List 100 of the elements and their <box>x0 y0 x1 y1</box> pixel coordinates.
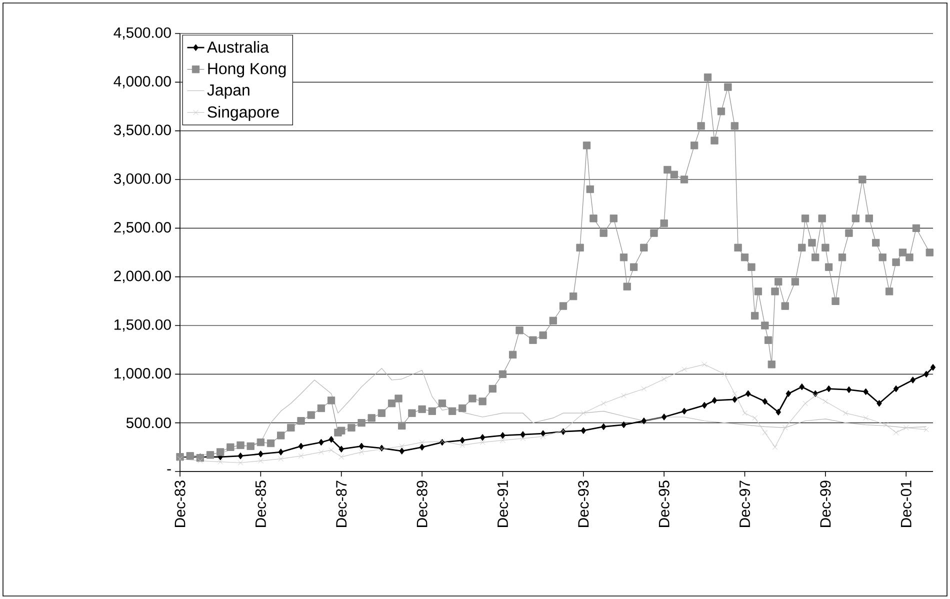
point <box>318 449 324 455</box>
point <box>732 396 738 403</box>
point <box>863 415 868 421</box>
point <box>621 421 626 428</box>
point <box>776 408 782 416</box>
point <box>328 447 334 453</box>
point <box>419 440 425 446</box>
point <box>318 438 324 446</box>
point <box>745 390 751 398</box>
point <box>786 390 792 398</box>
point <box>460 436 466 444</box>
legend-label: Australia <box>206 41 269 53</box>
legend-label: Hong Kong <box>208 63 286 78</box>
point <box>600 400 606 406</box>
point <box>682 408 687 415</box>
point <box>520 436 526 442</box>
point <box>520 431 526 438</box>
point <box>910 376 916 384</box>
point <box>338 446 344 453</box>
point <box>358 449 364 455</box>
point <box>399 448 405 454</box>
y-tick-label: 1,500.00 <box>114 319 171 332</box>
point <box>258 458 264 464</box>
point <box>742 410 748 416</box>
point <box>863 388 868 396</box>
y-tick-label: 2,500.00 <box>114 222 171 234</box>
point <box>924 426 930 432</box>
point <box>258 450 264 458</box>
point <box>883 422 889 428</box>
x-tick-label: Dec-87 <box>336 480 347 527</box>
point <box>722 371 728 377</box>
point <box>641 417 647 424</box>
point <box>812 392 818 398</box>
point <box>762 398 768 405</box>
x-tick-label: Dec-95 <box>658 480 670 527</box>
point <box>752 415 758 421</box>
point <box>782 424 788 430</box>
y-tick-label: 1,000.00 <box>114 368 171 380</box>
point <box>580 410 586 416</box>
point <box>930 364 936 371</box>
point <box>802 400 808 406</box>
point <box>876 400 882 407</box>
point <box>799 383 805 390</box>
point <box>419 444 425 451</box>
point <box>298 453 304 459</box>
x-tick-label: Dec-85 <box>255 480 266 527</box>
point <box>480 440 486 446</box>
point <box>893 385 899 392</box>
x-tick-label: Dec-01 <box>900 480 912 527</box>
point <box>500 432 506 439</box>
point <box>480 434 486 441</box>
point <box>903 424 909 430</box>
point <box>540 434 546 440</box>
y-tick-label: 4,500.00 <box>114 27 171 40</box>
point <box>924 370 929 378</box>
y-tick-label: 4,000.00 <box>114 76 171 88</box>
point <box>712 397 718 404</box>
x-tick-label: Dec-99 <box>820 480 831 527</box>
point <box>702 402 708 409</box>
y-tick-label: 3,500.00 <box>114 124 171 137</box>
point <box>580 427 586 434</box>
legend-label: Singapore <box>208 106 279 121</box>
point <box>358 442 364 450</box>
point <box>238 460 244 466</box>
point <box>842 410 848 416</box>
point <box>772 444 778 450</box>
point <box>500 438 506 444</box>
point <box>826 385 832 392</box>
x-tick-label: Dec-89 <box>416 480 428 527</box>
point <box>218 459 224 464</box>
y-tick-label: 500.00 <box>126 418 171 428</box>
y-tick-label: - <box>167 469 171 470</box>
y-tick-label: 3,000.00 <box>114 173 171 186</box>
point <box>641 386 647 392</box>
point <box>621 392 626 398</box>
x-tick-label: Dec-97 <box>739 480 750 527</box>
x-tick-label: Dec-91 <box>497 480 508 527</box>
point <box>338 454 344 460</box>
point <box>732 390 738 396</box>
point <box>893 430 899 436</box>
y-tick-label: 2,000.00 <box>114 270 171 283</box>
legend-label: Japan <box>207 84 250 99</box>
point <box>846 386 852 394</box>
x-tick-label: Dec-93 <box>578 480 589 527</box>
point <box>822 398 828 404</box>
point <box>661 414 667 420</box>
point <box>661 376 667 382</box>
point <box>702 362 708 368</box>
point <box>600 423 606 430</box>
point <box>762 430 768 436</box>
point <box>238 452 244 460</box>
point <box>197 458 203 464</box>
point <box>328 436 334 443</box>
point <box>298 442 304 450</box>
point <box>460 442 466 448</box>
x-tick-label: Dec-83 <box>174 480 186 527</box>
point <box>278 448 284 456</box>
point <box>177 456 183 462</box>
point <box>399 443 405 449</box>
point <box>278 456 284 462</box>
